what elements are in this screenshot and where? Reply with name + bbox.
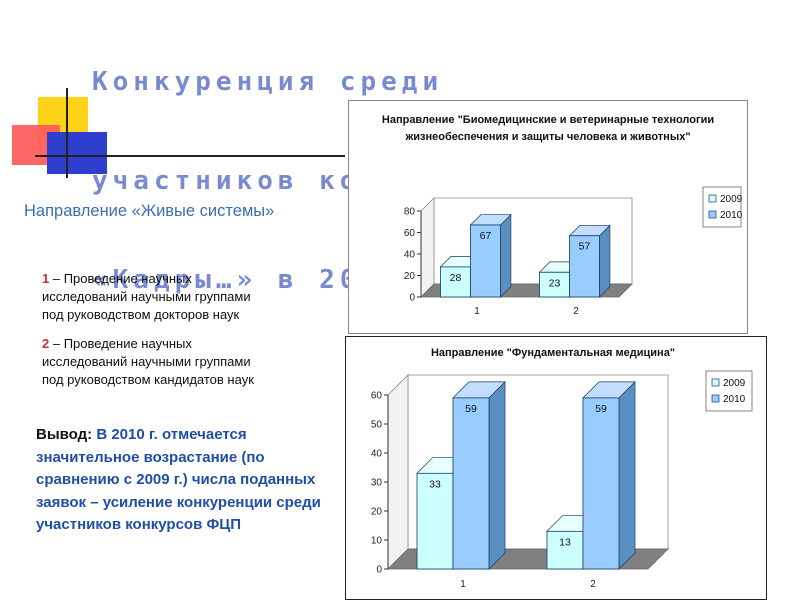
- title-line-1: Конкуренция среди: [92, 67, 444, 97]
- chart-1: Направление "Биомедицинские и ветеринарн…: [382, 114, 743, 317]
- chart1-legend-box: [702, 186, 742, 228]
- note-2: 2 – Проведение научных исследований науч…: [42, 335, 254, 389]
- chart2-legend-box: [705, 370, 753, 412]
- chart1-ytick-40: 40: [404, 250, 416, 261]
- chart2-ytick-0: 0: [376, 565, 382, 576]
- conclusion-lead: Вывод:: [36, 426, 93, 443]
- chart2-legend-label-2010: 2010: [723, 394, 746, 405]
- chart2-side-wall: [387, 374, 409, 570]
- chart2-data-label-2009-2: 13: [559, 536, 571, 548]
- chart1-ytick-20: 20: [404, 271, 416, 282]
- direction-subtitle: Направление «Живые системы»: [24, 202, 275, 220]
- note-1-line-2: исследований научными группами: [42, 289, 251, 304]
- note-1-line-3: под руководством докторов наук: [42, 307, 240, 322]
- chart2-xtick-2: 2: [590, 579, 596, 590]
- conclusion-text: Вывод: В 2010 г. отмечается значительное…: [36, 424, 336, 537]
- chart1-legend-swatch-2010: [708, 210, 717, 219]
- chart-1-box: Направление "Биомедицинские и ветеринарн…: [348, 100, 748, 334]
- chart1-data-label-2010-1: 67: [480, 230, 492, 242]
- chart2-bar-2009-1: [416, 472, 454, 570]
- chart2-legend-swatch-2010: [711, 394, 720, 403]
- note-2-number: 2: [42, 336, 50, 351]
- chart2-legend-label-2009: 2009: [723, 378, 746, 389]
- chart2-ytick-50: 50: [371, 420, 383, 431]
- chart1-data-label-2009-2: 23: [549, 277, 561, 289]
- chart1-ytick-80: 80: [404, 207, 416, 218]
- chart2-ytick-10: 10: [371, 536, 383, 547]
- chart1-legend-label-2010: 2010: [720, 210, 743, 221]
- decor-vertical-line: [66, 88, 68, 178]
- chart1-title-line-1: Направление "Биомедицинские и ветеринарн…: [382, 114, 714, 126]
- chart2-xtick-1: 1: [460, 579, 466, 590]
- chart2-ytick-60: 60: [371, 391, 383, 402]
- chart1-side-wall: [420, 197, 435, 298]
- chart2-ytick-30: 30: [371, 478, 383, 489]
- decor-blue-square: [47, 132, 107, 174]
- chart2-data-label-2010-1: 59: [465, 403, 477, 415]
- chart-2-box: Направление "Фундаментальная медицина" 0 1…: [345, 336, 767, 600]
- decor-horizontal-line: [35, 155, 345, 157]
- chart1-data-label-2010-2: 57: [579, 241, 591, 253]
- chart1-legend-label-2009: 2009: [720, 194, 743, 205]
- chart1-legend-swatch-2009: [708, 194, 717, 203]
- chart2-data-label-2009-1: 33: [429, 478, 441, 490]
- chart1-bar-side-2010-2: [599, 224, 611, 298]
- note-2-line-2: исследований научными группами: [42, 354, 251, 369]
- chart2-bar-2010-1: [452, 397, 490, 570]
- note-1-number: 1: [42, 271, 50, 286]
- note-1: 1 – Проведение научных исследований науч…: [42, 270, 251, 324]
- note-2-line-1: – Проведение научных: [52, 336, 192, 351]
- chart1-bar-2010-1: [470, 224, 501, 298]
- chart2-bar-side-2010-1: [488, 381, 506, 570]
- note-2-line-3: под руководством кандидатов наук: [42, 372, 254, 387]
- chart2-legend-swatch-2009: [711, 378, 720, 387]
- chart1-bar-side-2010-1: [500, 213, 512, 298]
- chart-2: Направление "Фундаментальная медицина" 0 1…: [371, 347, 753, 590]
- chart2-title-line-1: Направление "Фундаментальная медицина": [431, 347, 675, 359]
- chart1-xtick-2: 2: [573, 306, 579, 317]
- chart1-ytick-0: 0: [409, 293, 415, 304]
- chart1-bar-2010-2: [569, 235, 600, 298]
- chart2-ytick-40: 40: [371, 449, 383, 460]
- chart2-bar-2009-2: [546, 530, 584, 570]
- chart2-ytick-20: 20: [371, 507, 383, 518]
- chart2-data-label-2010-2: 59: [595, 403, 607, 415]
- chart1-data-label-2009-1: 28: [450, 272, 462, 284]
- note-1-line-1: – Проведение научных: [52, 271, 192, 286]
- chart1-xtick-1: 1: [474, 306, 480, 317]
- chart1-ytick-60: 60: [404, 228, 416, 239]
- conclusion-body: В 2010 г. отмечается значительное возрас…: [36, 426, 321, 533]
- chart1-title-line-2: жизнеобеспечения и защиты человека и жив…: [404, 131, 690, 143]
- chart2-bar-2010-2: [582, 397, 620, 570]
- chart2-bar-side-2010-2: [618, 381, 636, 570]
- chart1-bar-2009-2: [539, 271, 570, 298]
